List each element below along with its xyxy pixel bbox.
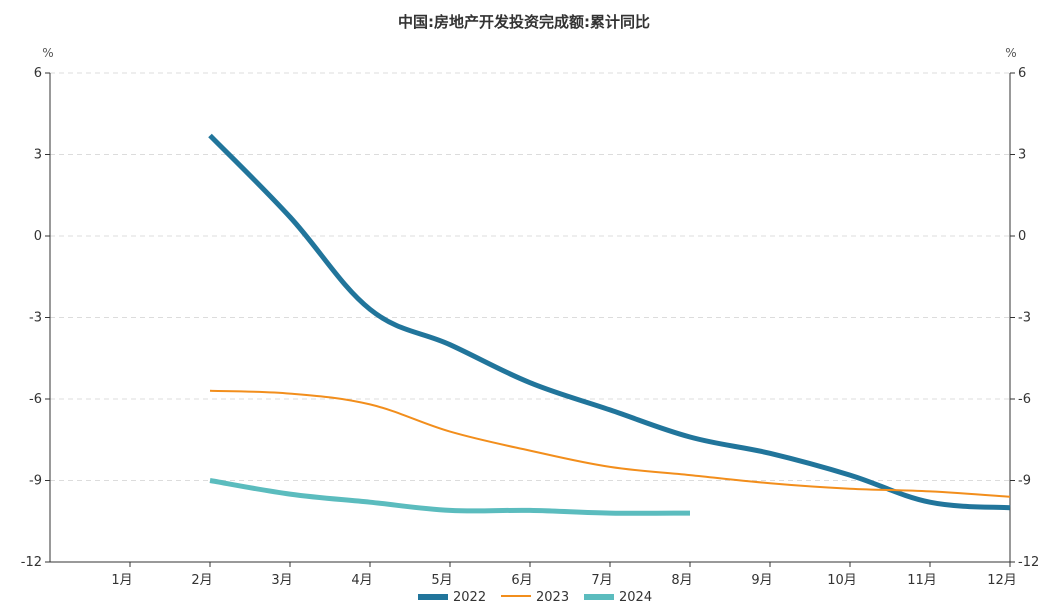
x-tick-label: 3月	[271, 573, 292, 588]
y-tick-label-right: 0	[1018, 229, 1026, 244]
legend-label: 2024	[619, 590, 652, 605]
series-line-2023	[209, 389, 1011, 498]
y-tick-label-right: 6	[1018, 66, 1026, 81]
legend-swatch	[501, 595, 531, 597]
x-tick-label: 2月	[191, 573, 212, 588]
y-tick-label-left: -3	[29, 311, 42, 326]
series-line-2022	[208, 133, 1011, 511]
gridlines	[50, 72, 1010, 481]
series-group	[208, 133, 1011, 516]
x-tick-label: 1月	[111, 573, 132, 588]
x-tick-label: 10月	[827, 573, 857, 588]
y-axis-right: 6 3 0 -3 -6 -9 -12	[1010, 66, 1039, 570]
legend-item-2023: 2023	[501, 590, 569, 605]
y-tick-label-right: -6	[1018, 392, 1031, 407]
y-tick-label-right: 3	[1018, 148, 1026, 163]
legend-item-2024: 2024	[584, 590, 652, 605]
chart-title: 中国:房地产开发投资完成额:累计同比	[398, 13, 650, 31]
y-tick-label-right: -12	[1018, 555, 1039, 570]
x-tick-label: 9月	[751, 573, 772, 588]
legend: 2022 2023 2024	[418, 590, 652, 605]
x-tick-label: 8月	[671, 573, 692, 588]
x-axis: 1月 2月 3月 4月 5月 6月 7月 8月 9月 10月 11月 12月	[111, 562, 1017, 588]
series-line-2024	[209, 478, 691, 516]
y-tick-label-right: -9	[1018, 474, 1031, 489]
y-tick-label-left: -6	[29, 392, 42, 407]
x-tick-label: 4月	[351, 573, 372, 588]
x-tick-label: 12月	[987, 573, 1017, 588]
y-tick-label-left: 0	[34, 229, 42, 244]
legend-label: 2023	[536, 590, 569, 605]
y-tick-label-left: -12	[21, 555, 42, 570]
legend-swatch	[418, 594, 448, 600]
x-tick-label: 7月	[591, 573, 612, 588]
legend-item-2022: 2022	[418, 590, 486, 605]
y-tick-label-left: -9	[29, 474, 42, 489]
y-tick-label-right: -3	[1018, 311, 1031, 326]
x-tick-label: 11月	[907, 573, 937, 588]
y-axis-left: 6 3 0 -3 -6 -9 -12	[21, 66, 50, 570]
legend-label: 2022	[453, 590, 486, 605]
y-tick-label-left: 6	[34, 66, 42, 81]
y-tick-label-left: 3	[34, 148, 42, 163]
y-unit-left: %	[42, 46, 53, 60]
y-unit-right: %	[1005, 46, 1016, 60]
legend-swatch	[584, 594, 614, 600]
x-tick-label: 5月	[431, 573, 452, 588]
x-tick-label: 6月	[511, 573, 532, 588]
